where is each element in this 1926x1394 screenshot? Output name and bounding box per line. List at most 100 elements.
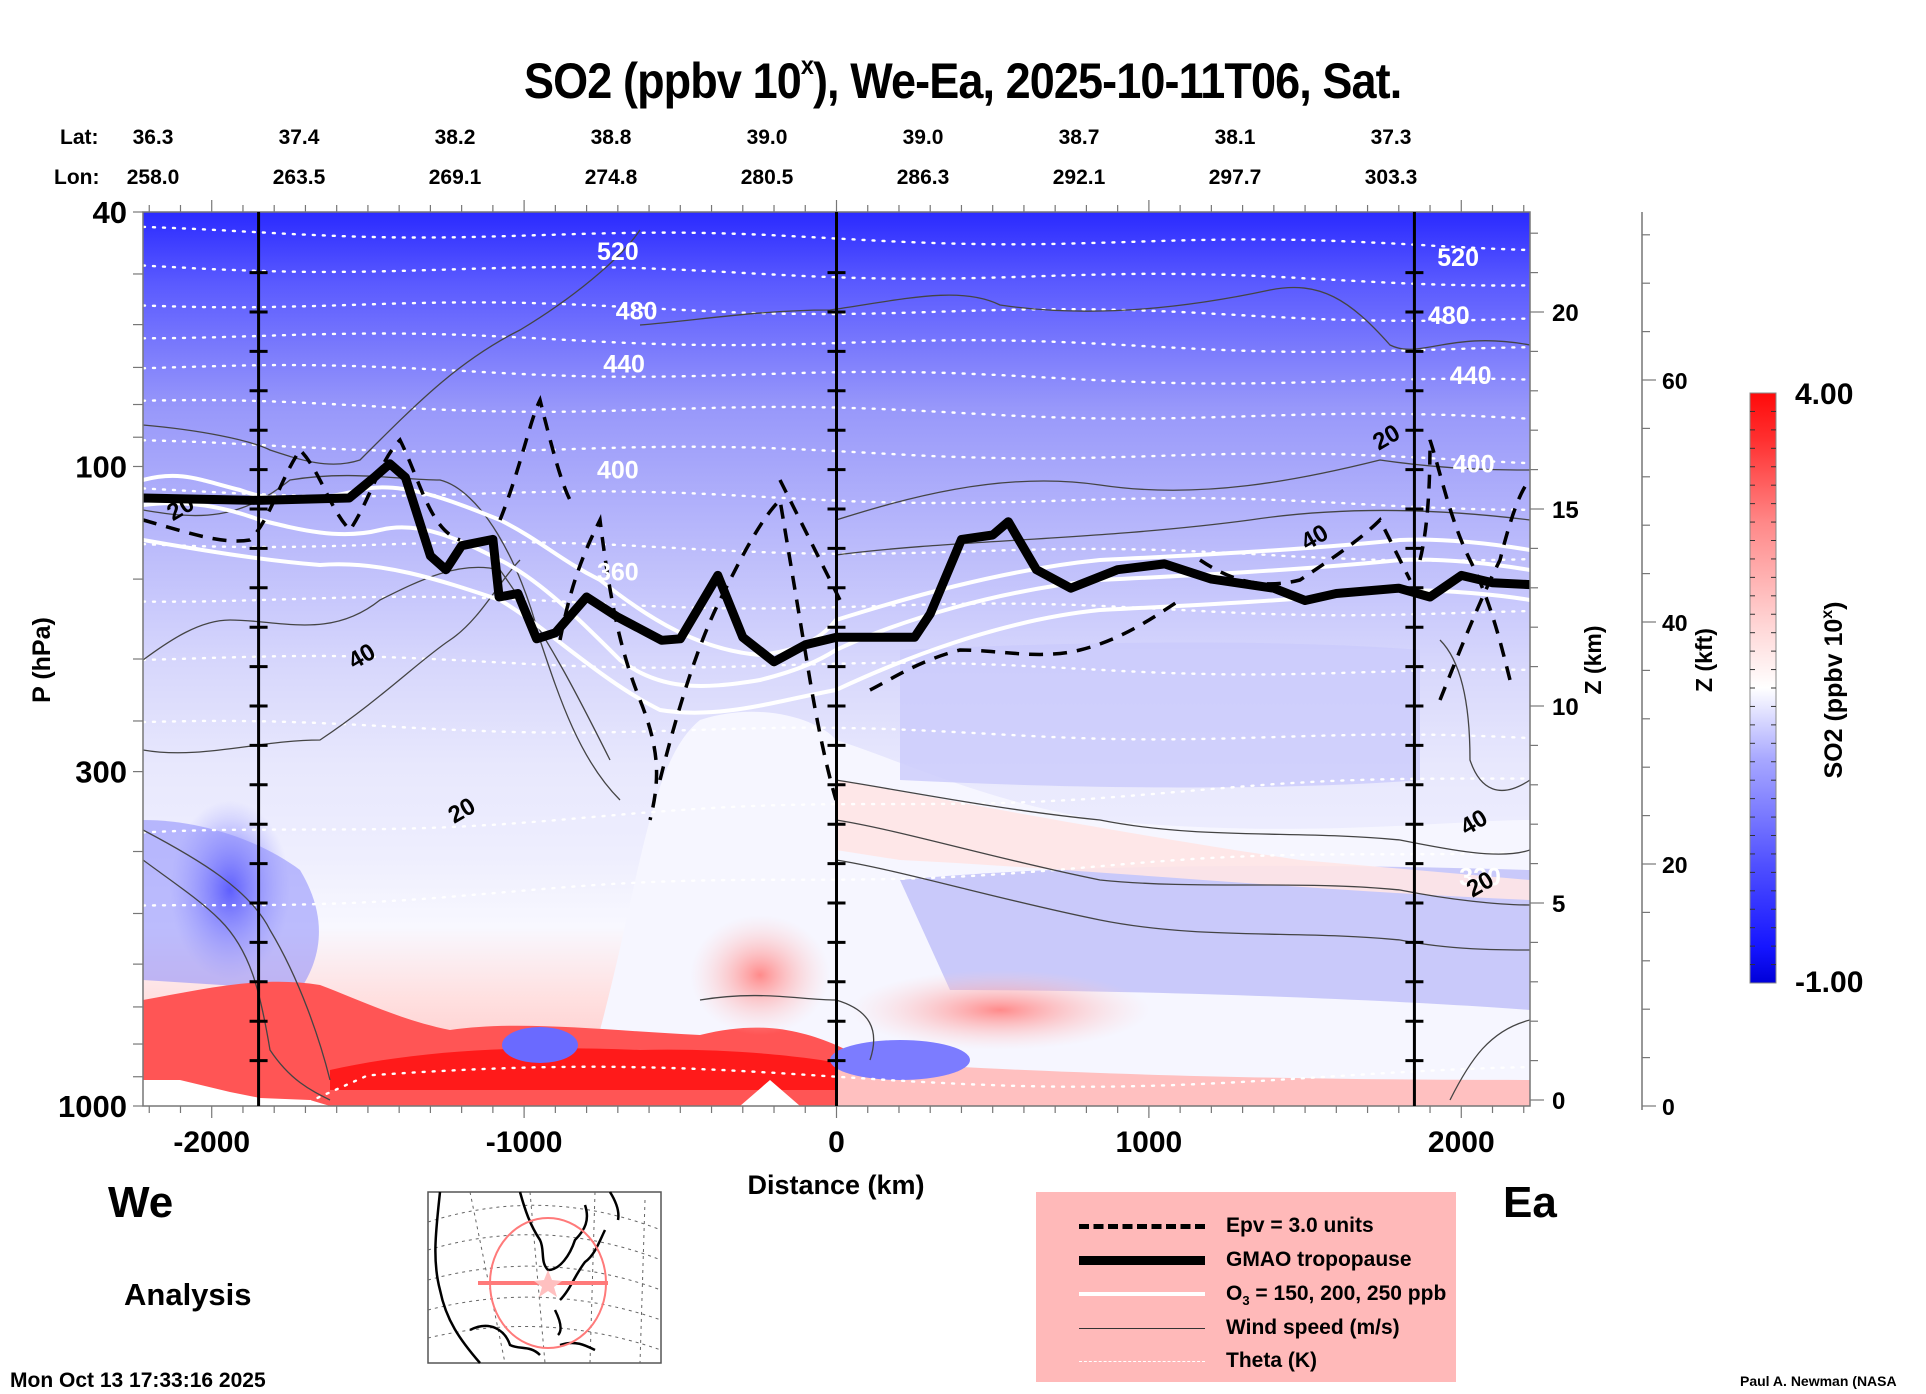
theta-label: 520 (1437, 244, 1479, 272)
theta-line (143, 301, 1530, 322)
y-tick-label: 1000 (58, 1089, 127, 1124)
epv-line (498, 394, 572, 521)
zkft-tick-label: 0 (1662, 1094, 1675, 1120)
wind-speed-line (143, 566, 611, 761)
wind-speed-line (143, 829, 331, 1081)
so2-blue-lower-left (143, 820, 319, 990)
theta-line (143, 363, 1530, 385)
wind-speed-line (1449, 1019, 1530, 1101)
colorbar-max-label: 4.00 (1795, 378, 1853, 411)
zkm-tick-label: 15 (1552, 497, 1579, 524)
x-tick-label: -1000 (486, 1126, 563, 1159)
so2-red-core (330, 1048, 850, 1090)
lat-label: Lat: (60, 126, 99, 149)
map-center-star (534, 1270, 562, 1297)
wind-speed-line (1439, 639, 1530, 791)
analysis-label: Analysis (124, 1277, 252, 1312)
so2-pink-surface-right (836, 1060, 1530, 1106)
zkft-axis-title: Z (kft) (1691, 628, 1717, 692)
white-line-sample (1079, 1292, 1205, 1296)
theta-line (143, 595, 1530, 617)
colorbar-ticks (1750, 410, 1776, 966)
tropopause-line (143, 459, 1530, 667)
wind-speed-line (143, 859, 331, 1101)
theta-label: 320 (1459, 864, 1501, 892)
legend-item-wind: Wind speed (m/s) (1036, 1314, 1456, 1344)
lat-value: 39.0 (746, 126, 788, 149)
lon-value: 274.8 (584, 166, 638, 189)
theta-line (143, 398, 1530, 420)
so2-blue-region-mid (900, 642, 1420, 788)
axes: -2000 -1000 0 1000 2000 40 100 300 1000 0 5 10 15 20 0… (58, 195, 1688, 1159)
zkm-tick-label: 5 (1552, 891, 1565, 918)
so2-red-blob-2 (850, 970, 1150, 1050)
theta-label: 440 (1450, 362, 1492, 390)
thick-line-sample (1079, 1256, 1205, 1265)
y-axis-title: P (hPa) (28, 617, 56, 703)
x-tick-label: 0 (828, 1126, 845, 1159)
lon-label: Lon: (54, 166, 100, 189)
vertical-marker-lines (249, 212, 1424, 1106)
wind-speed-line (835, 779, 1530, 855)
zkm-tick-label: 0 (1552, 1088, 1565, 1115)
theta-contours (143, 225, 1530, 1106)
theta-line (143, 540, 1530, 562)
lat-value: 38.1 (1214, 126, 1256, 149)
lat-value: 38.8 (590, 126, 632, 149)
lat-value: 37.4 (278, 126, 320, 149)
wind-speed-line (143, 229, 641, 465)
x-axis-title: Distance (km) (747, 1170, 924, 1200)
theta-line (143, 332, 1530, 354)
theta-line (143, 654, 1530, 676)
theta-label: 520 (597, 238, 639, 266)
zkft-tick-label: 60 (1662, 368, 1688, 394)
epv-line (658, 496, 838, 801)
legend-item-tropopause: GMAO tropopause (1036, 1246, 1456, 1276)
terrain-mask-2 (740, 1080, 800, 1106)
theta-label: 440 (603, 350, 645, 378)
lon-value: 263.5 (272, 166, 326, 189)
lon-value: 286.3 (896, 166, 950, 189)
zkft-tick-label: 40 (1662, 610, 1688, 636)
wind-speed-line (835, 819, 1530, 906)
lat-value: 39.0 (902, 126, 944, 149)
theta-label: 480 (616, 297, 658, 325)
terrain-mask (143, 1080, 330, 1106)
timestamp: Mon Oct 13 17:33:16 2025 (10, 1369, 266, 1392)
lat-value: 38.7 (1058, 126, 1100, 149)
credit: Paul A. Newman (NASA (1740, 1373, 1897, 1389)
lon-value: 280.5 (740, 166, 794, 189)
theta-label: 400 (1453, 451, 1495, 479)
zkm-tick-label: 20 (1552, 300, 1579, 327)
wind-speed-line (835, 859, 1530, 951)
wind-speed-line (143, 559, 521, 754)
theta-line (143, 264, 1530, 287)
locator-map (427, 1191, 662, 1364)
so2-pink-band (836, 780, 1530, 900)
lon-value: 258.0 (126, 166, 180, 189)
epv-line (1438, 478, 1530, 701)
legend-item-epv: Epv = 3.0 units (1036, 1212, 1456, 1242)
theta-line (143, 719, 1530, 741)
contour-labels: 5204804404003605204804404003202040202040… (162, 238, 1500, 903)
chart-title: SO2 (ppbv 10x), We-Ea, 2025-10-11T06, Sa… (524, 50, 1402, 109)
zkm-tick-label: 10 (1552, 694, 1579, 721)
x-tick-label: 2000 (1428, 1126, 1495, 1159)
map-frame (427, 1191, 662, 1364)
wind-speed-line (639, 286, 1530, 350)
y-tick-label: 300 (75, 755, 127, 790)
legend-item-theta: Theta (K) (1036, 1347, 1456, 1377)
lat-value: 38.2 (434, 126, 476, 149)
so2-red-blob (690, 915, 830, 1035)
lon-value: 269.1 (428, 166, 482, 189)
ozone-line (143, 501, 1530, 688)
lat-value: 37.3 (1370, 126, 1412, 149)
epv-line (1418, 439, 1512, 681)
theta-label: 480 (1428, 302, 1470, 330)
colorbar-min-label: -1.00 (1795, 966, 1863, 999)
y-tick-label: 40 (93, 195, 127, 230)
zkm-axis-title: Z (km) (1580, 626, 1606, 695)
west-label: We (108, 1178, 174, 1227)
thin-line-sample (1079, 1328, 1205, 1329)
